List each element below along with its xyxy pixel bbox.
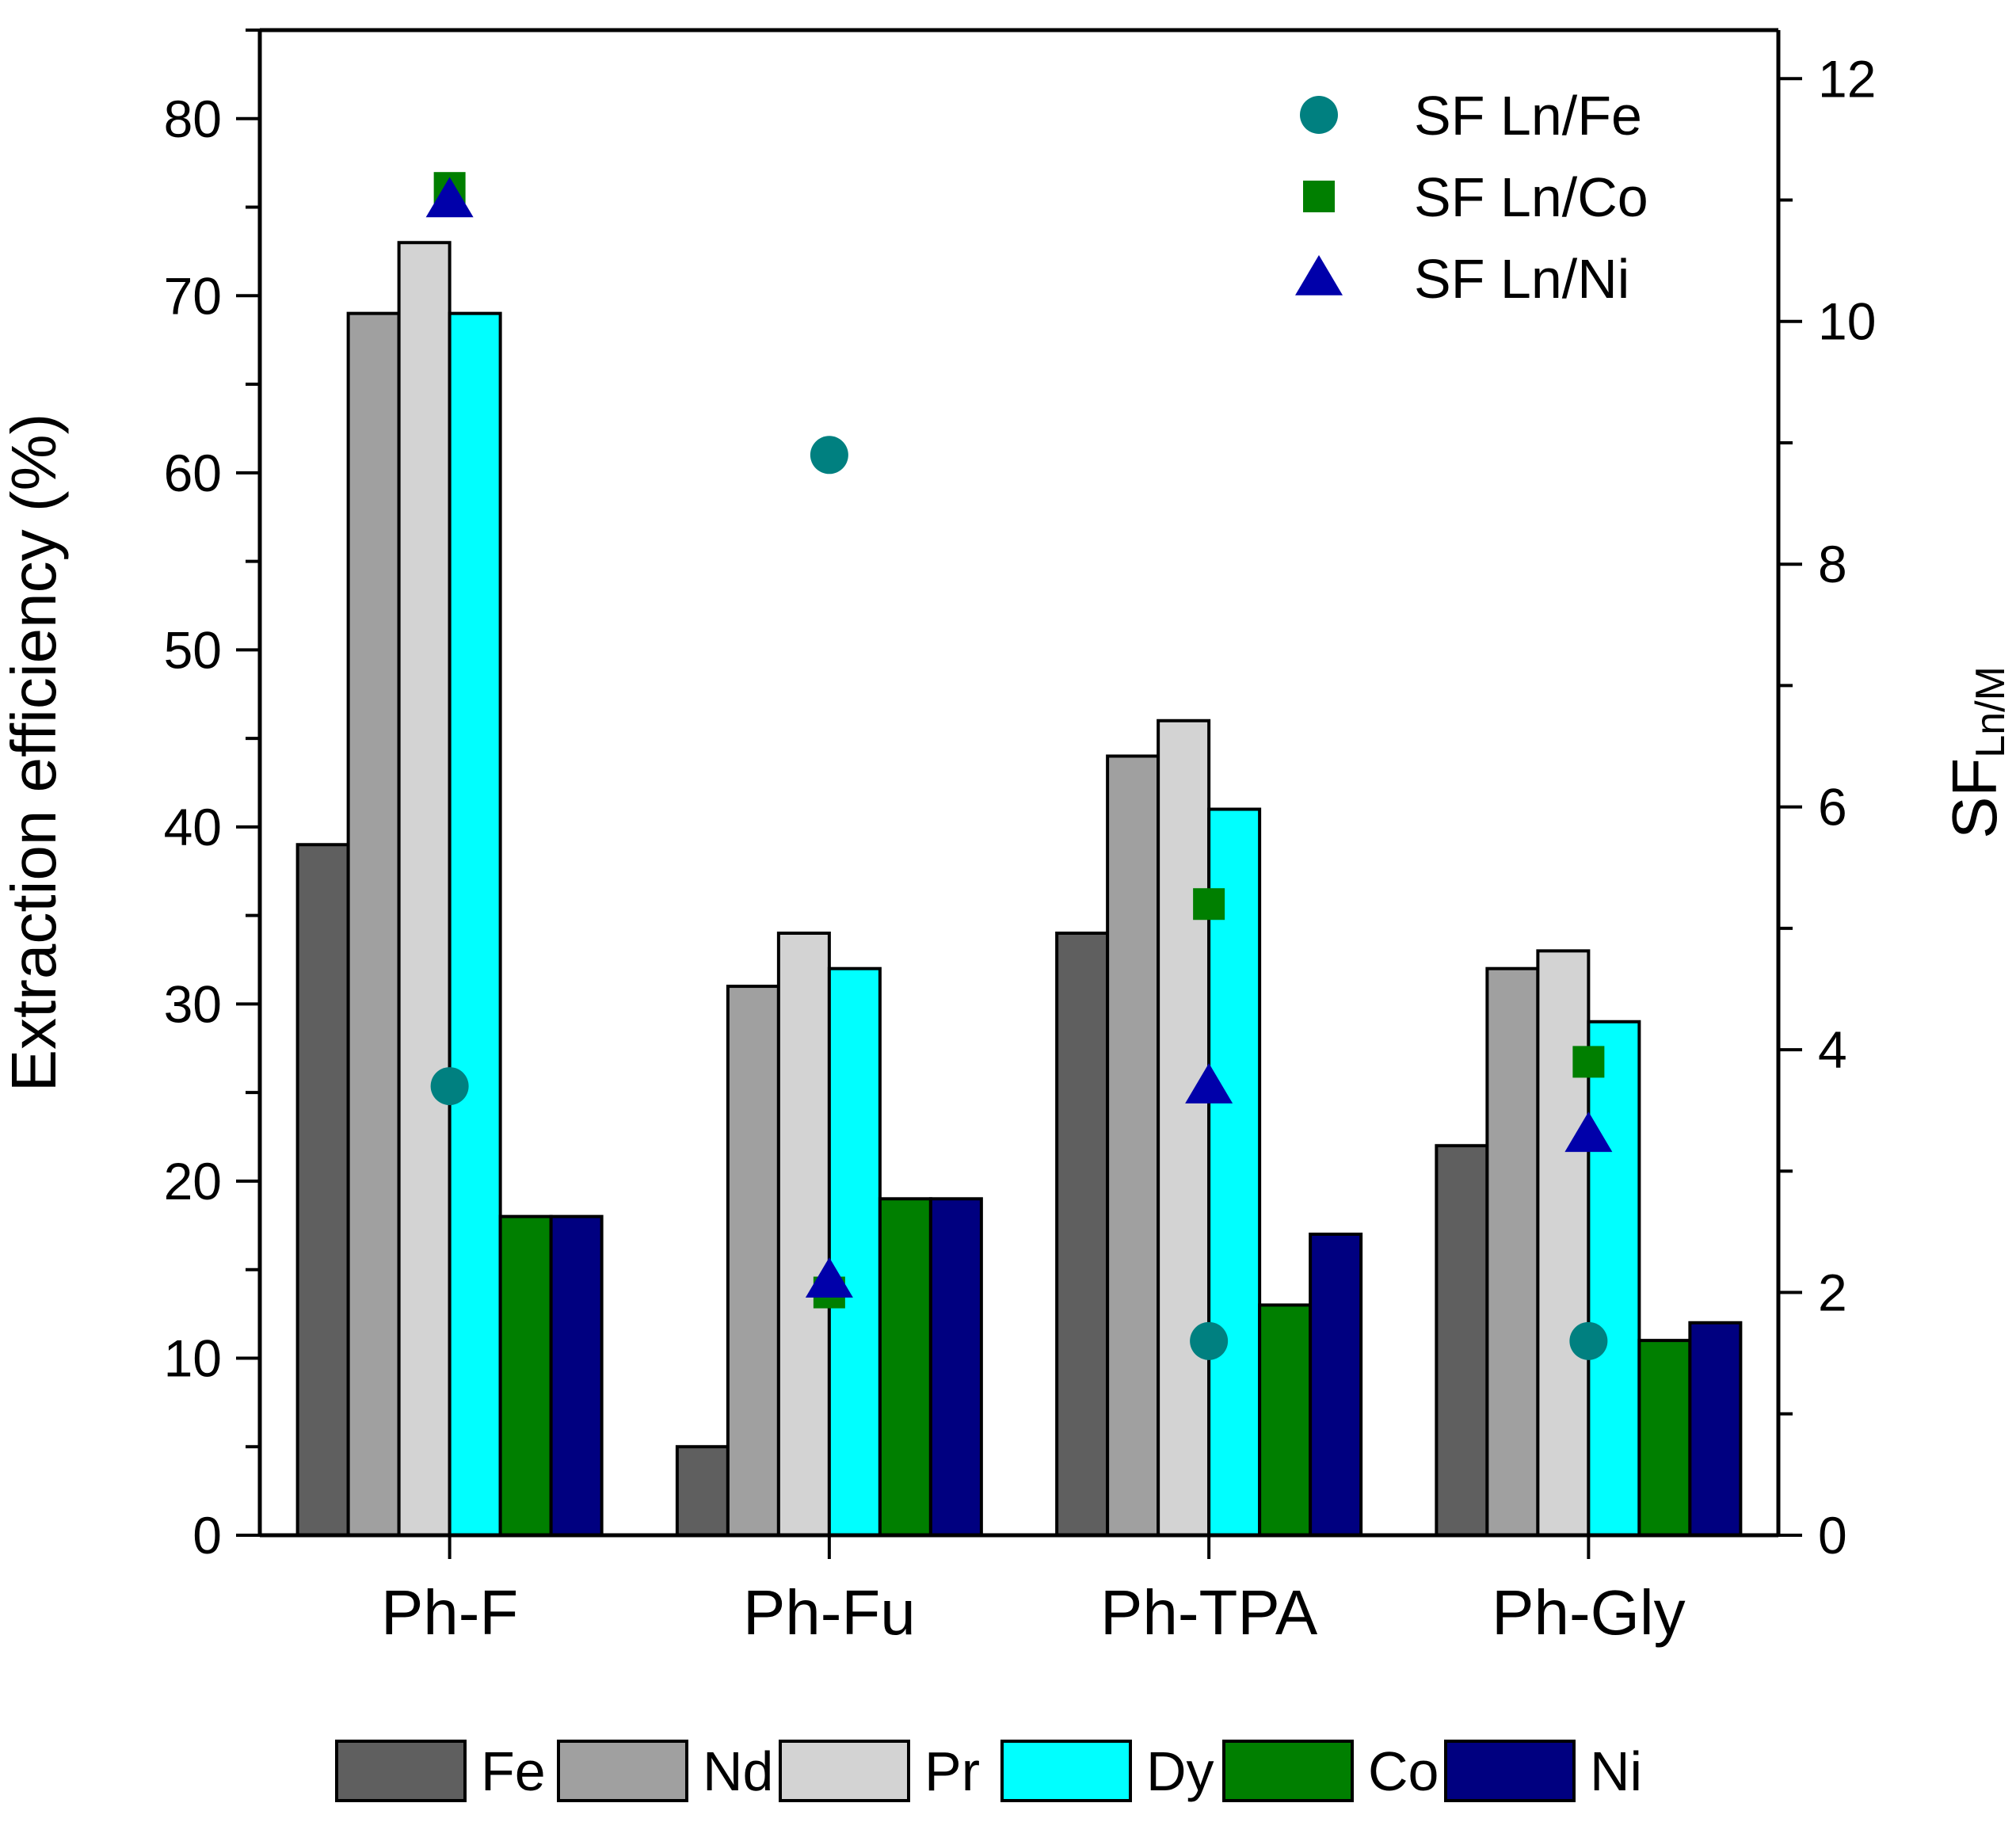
bar-fe-ph-f [295, 843, 350, 1538]
bar-pr-ph-f [397, 241, 452, 1537]
y-axis-title: Extraction efficiency (%) [0, 414, 69, 1092]
bar-pr-ph-fu [776, 932, 831, 1537]
bar-ni-ph-fu [928, 1197, 983, 1537]
y2-tick-label: 10 [1818, 292, 1876, 351]
legend-swatch-pr [779, 1740, 910, 1802]
bar-co-ph-fu [878, 1197, 932, 1537]
bar-fe-ph-fu [675, 1445, 730, 1538]
y-tick-label: 80 [164, 90, 222, 148]
bar-ni-ph-f [549, 1214, 604, 1538]
bar-nd-ph-f [346, 311, 401, 1537]
x-category-label: Ph-Gly [1492, 1577, 1686, 1648]
legend-swatch-dy [1000, 1740, 1132, 1802]
y2-tick-label: 8 [1818, 535, 1847, 593]
bar-fe-ph-gly [1435, 1144, 1489, 1538]
bar-pr-ph-tpa [1157, 719, 1211, 1538]
y2-axis-title: SFLn/M [1939, 666, 2014, 839]
point-sf-ln-ni-ph-gly [1564, 1111, 1613, 1153]
y-tick-label: 10 [164, 1328, 222, 1387]
bar-co-ph-gly [1637, 1339, 1692, 1538]
point-sf-ln-co-ph-tpa [1193, 888, 1225, 921]
legend-label-sf-ln-ni: SF Ln/Ni [1414, 248, 1629, 310]
y2-axis-title-sub: Ln/M [1968, 666, 2014, 758]
point-sf-ln-ni-ph-fu [805, 1257, 853, 1298]
y2-tick-label: 12 [1818, 49, 1876, 108]
point-sf-ln-co-ph-gly [1572, 1046, 1605, 1078]
legend-label-co: Co [1368, 1740, 1439, 1802]
legend-swatch-fe [335, 1740, 467, 1802]
legend-label-dy: Dy [1146, 1740, 1214, 1802]
legend-label-fe: Fe [481, 1740, 546, 1802]
bar-nd-ph-tpa [1106, 754, 1160, 1537]
legend-swatch-nd [557, 1740, 688, 1802]
y2-axis-title-main: SF [1939, 758, 2010, 839]
bar-ni-ph-tpa [1309, 1233, 1363, 1537]
y2-tick-label: 2 [1818, 1264, 1847, 1322]
legend-marker-sf-ln-co [1303, 181, 1335, 212]
y2-tick-label: 0 [1818, 1506, 1847, 1565]
legend-marker-sf-ln-ni [1295, 255, 1343, 295]
bar-dy-ph-tpa [1207, 807, 1262, 1537]
bar-dy-ph-fu [827, 966, 882, 1538]
y-tick-label: 0 [192, 1506, 222, 1565]
bar-nd-ph-gly [1485, 966, 1540, 1538]
bar-ni-ph-gly [1688, 1321, 1743, 1537]
y-tick-label: 60 [164, 444, 222, 502]
y2-tick-label: 6 [1818, 778, 1847, 837]
legend-bottom: Fe Nd Pr Dy Co Ni [335, 1740, 1642, 1802]
point-sf-ln-ni-ph-tpa [1185, 1063, 1233, 1103]
y-tick-label: 50 [164, 620, 222, 679]
bar-co-ph-tpa [1258, 1303, 1313, 1537]
point-sf-ln-fe-ph-tpa [1190, 1321, 1229, 1360]
point-sf-ln-fe-ph-f [430, 1067, 469, 1106]
legend-label-nd: Nd [703, 1740, 773, 1802]
point-sf-ln-ni-ph-f [425, 177, 474, 218]
bar-nd-ph-fu [726, 985, 780, 1537]
y-tick-label: 30 [164, 974, 222, 1033]
legend-label-sf-ln-fe: SF Ln/Fe [1414, 85, 1642, 147]
legend-swatch-co [1222, 1740, 1354, 1802]
bar-dy-ph-gly [1587, 1020, 1641, 1537]
scatter-layer [425, 172, 1613, 1360]
y-tick-label: 40 [164, 798, 222, 856]
x-category-label: Ph-F [381, 1577, 518, 1648]
x-category-label: Ph-TPA [1100, 1577, 1318, 1648]
point-sf-ln-fe-ph-gly [1569, 1321, 1608, 1360]
bar-co-ph-f [498, 1214, 553, 1538]
axes-layer: 0 10 20 30 40 50 60 70 80 0 2 4 6 8 10 12 Ph-F Ph-Fu Ph-TP… [164, 28, 1876, 1648]
bars-layer [295, 241, 1743, 1538]
legend-top: SF Ln/Fe SF Ln/Co SF Ln/Ni [1295, 85, 1648, 310]
legend-label-pr: Pr [924, 1740, 980, 1802]
bar-pr-ph-gly [1536, 949, 1591, 1537]
bar-dy-ph-f [448, 311, 502, 1537]
y-tick-label: 70 [164, 266, 222, 325]
legend-swatch-ni [1444, 1740, 1576, 1802]
y-tick-label: 20 [164, 1152, 222, 1210]
bar-fe-ph-tpa [1055, 932, 1110, 1537]
point-sf-ln-fe-ph-fu [810, 436, 848, 475]
x-category-label: Ph-Fu [743, 1577, 916, 1648]
legend-label-ni: Ni [1590, 1740, 1642, 1802]
legend-label-sf-ln-co: SF Ln/Co [1414, 166, 1648, 228]
legend-marker-sf-ln-fe [1300, 96, 1338, 134]
y2-tick-label: 4 [1818, 1020, 1847, 1079]
